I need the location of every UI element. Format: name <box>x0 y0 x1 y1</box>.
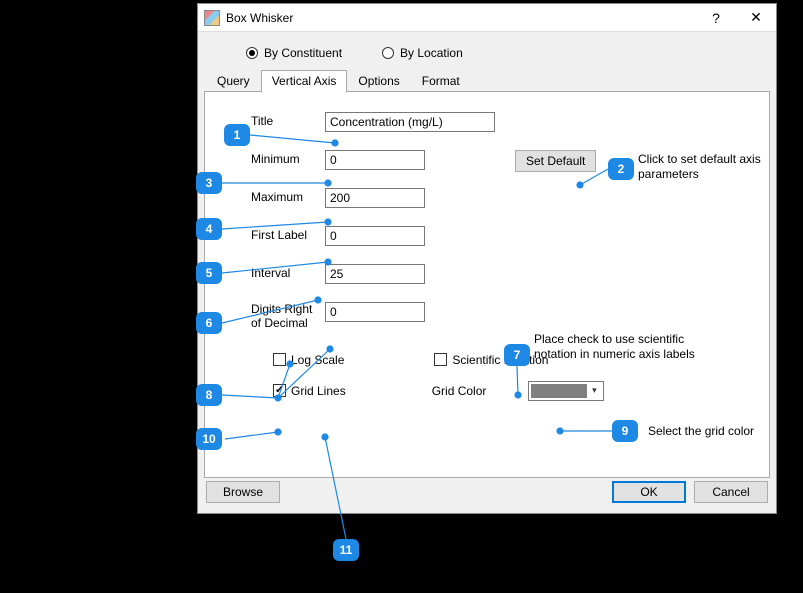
dialog-button-bar: Browse OK Cancel <box>206 481 768 503</box>
callout-8: 8 <box>196 384 222 406</box>
callout-5: 5 <box>196 262 222 284</box>
checkbox-icon <box>273 353 286 366</box>
log-scale-label: Log Scale <box>291 353 344 367</box>
tab-vertical-axis[interactable]: Vertical Axis <box>261 70 348 93</box>
tab-query[interactable]: Query <box>206 70 261 92</box>
radio-dot-icon <box>382 47 394 59</box>
color-swatch <box>531 384 587 398</box>
callout-2-text: Click to set default axis parameters <box>638 152 788 182</box>
callout-3: 3 <box>196 172 222 194</box>
radio-dot-icon <box>246 47 258 59</box>
grid-lines-checkbox[interactable]: Grid Lines <box>273 384 346 398</box>
callout-11: 11 <box>333 539 359 561</box>
callout-7-text: Place check to use scientific notation i… <box>534 332 704 362</box>
tab-options[interactable]: Options <box>347 70 410 92</box>
window-title: Box Whisker <box>226 11 696 25</box>
callout-2: 2 <box>608 158 634 180</box>
radio-label: By Constituent <box>264 46 342 60</box>
minimum-input[interactable] <box>325 150 425 170</box>
callout-1: 1 <box>224 124 250 146</box>
title-input[interactable] <box>325 112 495 132</box>
callout-10: 10 <box>196 428 222 450</box>
set-default-button[interactable]: Set Default <box>515 150 596 172</box>
first-label-label: First Label <box>205 226 325 242</box>
maximum-input[interactable] <box>325 188 425 208</box>
tabstrip: Query Vertical Axis Options Format <box>198 70 776 92</box>
checkbox-icon <box>434 353 447 366</box>
browse-button[interactable]: Browse <box>206 481 280 503</box>
minimum-label: Minimum <box>205 150 325 166</box>
radio-by-location[interactable]: By Location <box>382 46 463 60</box>
grid-color-picker[interactable]: ▾ <box>528 381 604 401</box>
callout-6: 6 <box>196 312 222 334</box>
close-button[interactable]: ✕ <box>736 4 776 32</box>
log-scale-checkbox[interactable]: Log Scale <box>273 353 344 367</box>
titlebar: Box Whisker ? ✕ <box>198 4 776 32</box>
chevron-down-icon: ▾ <box>587 385 601 396</box>
callout-9: 9 <box>612 420 638 442</box>
app-icon <box>204 10 220 26</box>
radio-by-constituent[interactable]: By Constituent <box>246 46 342 60</box>
tab-format[interactable]: Format <box>411 70 471 92</box>
grid-lines-label: Grid Lines <box>291 384 346 398</box>
interval-label: Interval <box>205 264 325 280</box>
interval-input[interactable] <box>325 264 425 284</box>
vertical-axis-panel: Title Minimum Set Default Maximum First … <box>204 92 770 478</box>
ok-button[interactable]: OK <box>612 481 686 503</box>
grid-color-label: Grid Color <box>432 384 487 398</box>
cancel-button[interactable]: Cancel <box>694 481 768 503</box>
scientific-notation-checkbox[interactable]: Scientific Notation <box>434 353 548 367</box>
mode-radio-group: By Constituent By Location <box>198 32 776 70</box>
checkbox-icon <box>273 384 286 397</box>
title-label: Title <box>205 112 325 128</box>
digits-input[interactable] <box>325 302 425 322</box>
first-label-input[interactable] <box>325 226 425 246</box>
radio-label: By Location <box>400 46 463 60</box>
help-button[interactable]: ? <box>696 4 736 32</box>
callout-9-text: Select the grid color <box>648 424 754 439</box>
callout-7: 7 <box>504 344 530 366</box>
digits-label: Digits Right of Decimal <box>205 302 325 331</box>
maximum-label: Maximum <box>205 188 325 204</box>
callout-4: 4 <box>196 218 222 240</box>
